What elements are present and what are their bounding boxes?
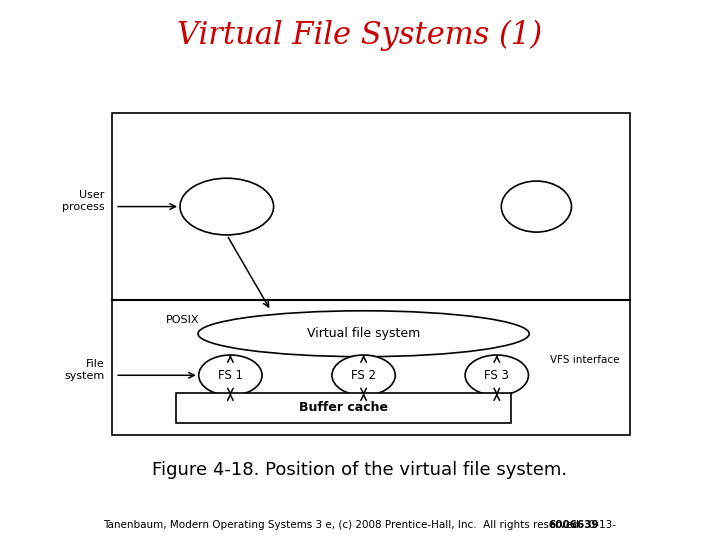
Ellipse shape <box>332 355 395 395</box>
Text: User
process: User process <box>62 191 104 212</box>
Text: POSIX: POSIX <box>166 315 199 325</box>
Ellipse shape <box>501 181 572 232</box>
Ellipse shape <box>180 178 274 235</box>
Text: VFS interface: VFS interface <box>549 355 619 366</box>
Ellipse shape <box>465 355 528 395</box>
Ellipse shape <box>198 311 529 357</box>
Text: FS 2: FS 2 <box>351 369 376 382</box>
Text: FS 3: FS 3 <box>485 369 509 382</box>
Text: Tanenbaum, Modern Operating Systems 3 e, (c) 2008 Prentice-Hall, Inc.  All right: Tanenbaum, Modern Operating Systems 3 e,… <box>104 520 616 530</box>
Text: Virtual File Systems (1): Virtual File Systems (1) <box>177 19 543 51</box>
Text: Buffer cache: Buffer cache <box>300 401 388 415</box>
Text: Virtual file system: Virtual file system <box>307 327 420 340</box>
Bar <box>112 113 630 435</box>
Text: File
system: File system <box>64 359 104 381</box>
Text: 6006639: 6006639 <box>549 520 599 530</box>
Text: Figure 4-18. Position of the virtual file system.: Figure 4-18. Position of the virtual fil… <box>153 461 567 479</box>
Text: FS 1: FS 1 <box>218 369 243 382</box>
Ellipse shape <box>199 355 262 395</box>
Bar <box>176 393 511 423</box>
